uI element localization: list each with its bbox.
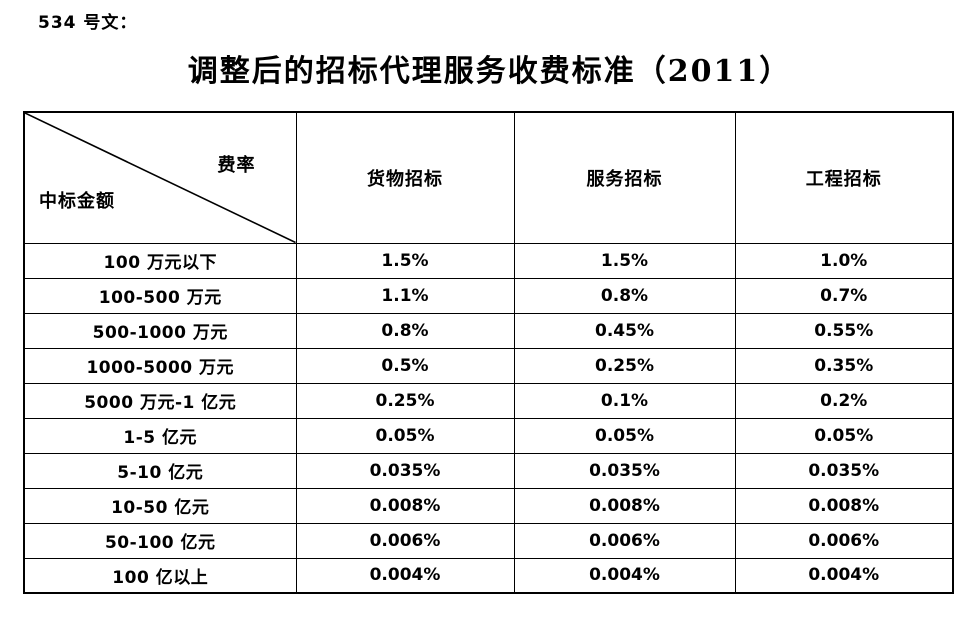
corner-label-rate: 费率 xyxy=(217,155,256,176)
amount-cell: 5000 万元-1 亿元 xyxy=(23,382,297,419)
service-rate-cell: 0.8% xyxy=(513,277,736,314)
engineering-rate-cell: 0.55% xyxy=(734,312,954,349)
goods-rate-cell: 0.8% xyxy=(295,312,515,349)
diagonal-corner-cell: 费率 中标金额 xyxy=(23,111,297,244)
doc-number-label: 534 号文： xyxy=(38,13,138,33)
amount-cell: 5-10 亿元 xyxy=(23,452,297,489)
goods-rate-cell: 0.008% xyxy=(295,487,515,524)
column-header-service: 服务招标 xyxy=(513,111,736,244)
amount-cell: 100 万元以下 xyxy=(23,242,297,279)
corner-label-amount: 中标金额 xyxy=(39,190,115,212)
engineering-rate-cell: 0.006% xyxy=(734,522,954,559)
table-header-row: 费率 中标金额 货物招标 服务招标 工程招标 xyxy=(23,111,954,244)
amount-cell: 1000-5000 万元 xyxy=(23,347,297,384)
fee-rate-table: 费率 中标金额 货物招标 服务招标 工程招标 100 万元以下 1.5% 1.5… xyxy=(23,111,954,594)
table-row: 5-10 亿元 0.035% 0.035% 0.035% xyxy=(23,452,954,489)
goods-rate-cell: 1.1% xyxy=(295,277,515,314)
goods-rate-cell: 0.006% xyxy=(295,522,515,559)
page-title: 调整后的招标代理服务收费标准（2011） xyxy=(187,54,792,89)
table-row: 1000-5000 万元 0.5% 0.25% 0.35% xyxy=(23,347,954,384)
table-row: 100 万元以下 1.5% 1.5% 1.0% xyxy=(23,242,954,279)
table-row: 500-1000 万元 0.8% 0.45% 0.55% xyxy=(23,312,954,349)
table-row: 100 亿以上 0.004% 0.004% 0.004% xyxy=(23,557,954,594)
goods-rate-cell: 0.5% xyxy=(295,347,515,384)
engineering-rate-cell: 1.0% xyxy=(734,242,954,279)
column-header-engineering: 工程招标 xyxy=(734,111,954,244)
table-row: 100-500 万元 1.1% 0.8% 0.7% xyxy=(23,277,954,314)
service-rate-cell: 0.004% xyxy=(513,557,736,594)
engineering-rate-cell: 0.05% xyxy=(734,417,954,454)
amount-cell: 10-50 亿元 xyxy=(23,487,297,524)
engineering-rate-cell: 0.035% xyxy=(734,452,954,489)
column-header-goods: 货物招标 xyxy=(295,111,515,244)
table-row: 50-100 亿元 0.006% 0.006% 0.006% xyxy=(23,522,954,559)
engineering-rate-cell: 0.7% xyxy=(734,277,954,314)
service-rate-cell: 0.1% xyxy=(513,382,736,419)
service-rate-cell: 0.006% xyxy=(513,522,736,559)
goods-rate-cell: 0.035% xyxy=(295,452,515,489)
amount-cell: 100 亿以上 xyxy=(23,557,297,594)
service-rate-cell: 0.035% xyxy=(513,452,736,489)
goods-rate-cell: 0.004% xyxy=(295,557,515,594)
table-row: 1-5 亿元 0.05% 0.05% 0.05% xyxy=(23,417,954,454)
goods-rate-cell: 0.25% xyxy=(295,382,515,419)
engineering-rate-cell: 0.008% xyxy=(734,487,954,524)
service-rate-cell: 1.5% xyxy=(513,242,736,279)
amount-cell: 500-1000 万元 xyxy=(23,312,297,349)
amount-cell: 50-100 亿元 xyxy=(23,522,297,559)
engineering-rate-cell: 0.004% xyxy=(734,557,954,594)
service-rate-cell: 0.45% xyxy=(513,312,736,349)
engineering-rate-cell: 0.2% xyxy=(734,382,954,419)
engineering-rate-cell: 0.35% xyxy=(734,347,954,384)
service-rate-cell: 0.05% xyxy=(513,417,736,454)
table-row: 10-50 亿元 0.008% 0.008% 0.008% xyxy=(23,487,954,524)
goods-rate-cell: 1.5% xyxy=(295,242,515,279)
goods-rate-cell: 0.05% xyxy=(295,417,515,454)
diagonal-divider-line xyxy=(25,113,296,243)
service-rate-cell: 0.008% xyxy=(513,487,736,524)
amount-cell: 1-5 亿元 xyxy=(23,417,297,454)
amount-cell: 100-500 万元 xyxy=(23,277,297,314)
table-row: 5000 万元-1 亿元 0.25% 0.1% 0.2% xyxy=(23,382,954,419)
service-rate-cell: 0.25% xyxy=(513,347,736,384)
